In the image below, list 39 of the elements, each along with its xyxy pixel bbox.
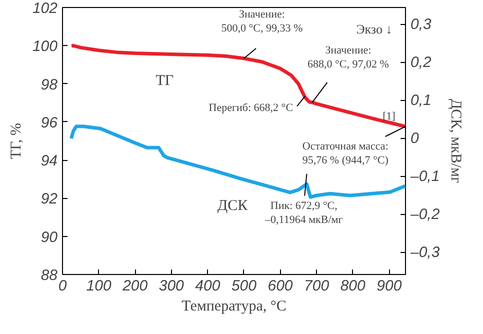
x-tick-label: 700 [304,278,330,294]
x-axis-title: Температура, °C [182,298,286,314]
annotation: Значение: 688,0 °C, 97,02 % [308,44,389,70]
x-tick-label: 900 [376,278,402,294]
y-tick-label: 96 [40,114,58,132]
y2-tick-label: –0,2 [410,206,440,223]
series-label: ТГ [156,73,174,90]
y-tick-label: 94 [40,152,58,170]
y2-tick-label: –0,3 [410,244,440,261]
y-tick-label: 88 [40,267,58,284]
annotation: Значение: 500,0 °C, 99,33 % [221,8,303,34]
x-tick-label: 800 [340,278,366,294]
y2-tick-label: 0,1 [410,92,432,110]
y2-tick-label: 0 [410,130,420,148]
annotation: Остаточная масса: 95,76 % (944,7 °C) [302,140,389,167]
line-series [70,44,406,128]
x-tick-label: 200 [122,278,148,294]
x-tick-label: 0 [58,278,68,294]
y-tick-label: 92 [40,190,58,208]
y-tick-label: 98 [40,76,58,94]
y-tick-label: 100 [32,38,58,56]
x-tick-label: 100 [86,278,112,294]
x-tick-label: 500 [231,278,258,294]
line-series [69,124,406,199]
annotation: Пик: 672,9 °C, –0,11964 мкВ/мг [264,200,344,226]
y-axis-title: ТГ, % [8,122,24,160]
x-tick-label: 400 [195,278,221,294]
annotation: Экзо ↓ [356,21,392,36]
annotation: Перегиб: 668,2 °C [208,102,294,114]
y2-axis-title: ДСК, мкВ/мг [448,98,464,184]
y2-tick-label: –0,1 [410,168,440,186]
y-tick-label: 90 [40,228,58,246]
annotation: [1] [382,110,396,123]
y2-tick-label: 0,2 [410,54,432,72]
x-tick-label: 600 [268,278,294,294]
y-tick-label: 102 [32,0,58,17]
series-label: ДСК [217,198,249,214]
x-tick-label: 300 [158,278,185,294]
y2-tick-label: 0,3 [410,16,432,34]
